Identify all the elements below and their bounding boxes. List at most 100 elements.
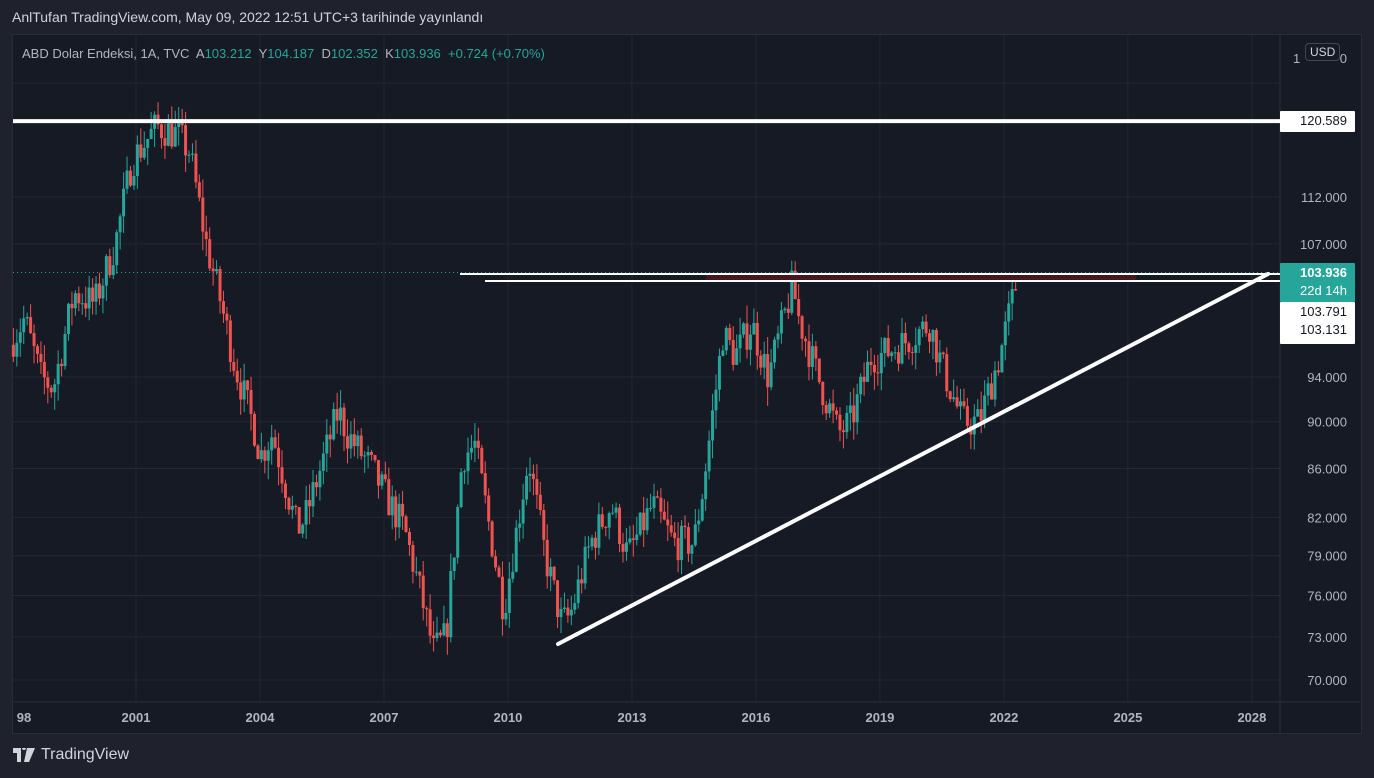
- candle-down: [910, 351, 914, 353]
- candle-down: [872, 364, 876, 373]
- candle-down: [428, 609, 432, 636]
- low-label: D: [321, 46, 331, 61]
- candle-up: [521, 499, 525, 524]
- candle-up: [790, 270, 794, 313]
- change-value: +0.724 (+0.70%): [448, 46, 545, 61]
- candle-up: [414, 571, 418, 573]
- candle-down: [373, 454, 377, 461]
- candle-down: [352, 434, 356, 447]
- candle-down: [545, 539, 549, 577]
- candle-up: [132, 176, 136, 186]
- candle-up: [442, 623, 446, 636]
- candle-down: [249, 390, 253, 414]
- candle-up: [914, 345, 918, 353]
- candle-down: [411, 545, 415, 572]
- candle-down: [793, 270, 797, 300]
- candle-up: [142, 147, 146, 158]
- candle-up: [866, 361, 870, 382]
- candle-up: [717, 355, 721, 390]
- candle-down: [683, 525, 687, 528]
- candle-up: [1003, 321, 1007, 346]
- candle-down: [170, 123, 174, 147]
- candle-up: [986, 383, 990, 396]
- candle-up: [952, 397, 956, 400]
- x-tick-label: 2010: [493, 710, 522, 725]
- candle-down: [418, 571, 422, 576]
- candle-down: [831, 403, 835, 411]
- candle-up: [714, 389, 718, 411]
- candle-down: [404, 516, 408, 532]
- candle-up: [707, 440, 711, 472]
- candle-up: [321, 453, 325, 471]
- candle-down: [824, 405, 828, 414]
- candle-down: [235, 370, 239, 383]
- candle-down: [283, 483, 287, 498]
- tradingview-logo[interactable]: TradingView: [13, 746, 129, 764]
- candle-down: [277, 447, 281, 468]
- candle-up: [938, 352, 942, 363]
- low-value: 102.352: [330, 46, 378, 61]
- candle-down: [263, 450, 267, 461]
- candle-down: [642, 512, 646, 531]
- candle-up: [845, 412, 849, 433]
- candle-up: [507, 578, 511, 613]
- y-tick-label-partial: 0: [1340, 51, 1347, 66]
- candle-down: [77, 293, 81, 304]
- currency-button[interactable]: USD: [1305, 43, 1341, 61]
- resistance-price-label-bg: [1280, 111, 1355, 132]
- candle-down: [990, 383, 994, 400]
- candle-down: [394, 496, 398, 528]
- candle-up: [573, 603, 577, 610]
- candle-down: [1014, 289, 1018, 291]
- candle-up: [587, 546, 591, 548]
- candle-down: [618, 507, 622, 545]
- x-tick-label: 2007: [370, 710, 399, 725]
- candle-up: [66, 303, 70, 334]
- candle-up: [959, 401, 963, 407]
- candle-up: [166, 123, 170, 146]
- x-tick-label: 2025: [1113, 710, 1142, 725]
- symbol-name[interactable]: ABD Dolar Endeksi, 1A, TVC: [22, 46, 190, 61]
- candle-down: [197, 182, 201, 198]
- candle-down: [666, 519, 670, 526]
- candle-up: [562, 607, 566, 609]
- candle-down: [297, 507, 301, 534]
- candle-up: [783, 308, 787, 311]
- candle-up: [242, 380, 246, 400]
- candle-up: [104, 256, 108, 286]
- candle-up: [511, 571, 515, 579]
- candle-up: [993, 370, 997, 400]
- candle-up: [724, 327, 728, 351]
- candle-down: [159, 124, 163, 139]
- x-tick-label: 2028: [1237, 710, 1266, 725]
- candle-down: [383, 474, 387, 480]
- candle-down: [128, 170, 132, 186]
- candle-up: [855, 394, 859, 423]
- candle-down: [869, 361, 873, 365]
- candle-down: [497, 567, 501, 577]
- candle-down: [280, 467, 284, 484]
- candle-down: [201, 197, 205, 232]
- candle-down: [225, 313, 229, 321]
- candle-down: [876, 372, 880, 374]
- y-tick-label-partial: 1: [1293, 51, 1300, 66]
- candle-up: [449, 571, 453, 638]
- x-tick-label: 2016: [741, 710, 770, 725]
- candle-down: [655, 496, 659, 498]
- candle-down: [376, 460, 380, 486]
- candle-down: [70, 303, 74, 309]
- candle-down: [294, 505, 298, 508]
- candle-down: [907, 343, 911, 352]
- candle-down: [731, 340, 735, 365]
- candle-down: [42, 361, 46, 378]
- candle-down: [211, 268, 215, 272]
- candle-down: [32, 333, 36, 347]
- candle-down: [535, 479, 539, 495]
- candle-down: [345, 436, 349, 449]
- open-label: A: [195, 46, 205, 61]
- candle-down: [35, 346, 39, 354]
- candle-down: [184, 125, 188, 156]
- candle-down: [800, 316, 804, 339]
- candle-down: [662, 511, 666, 520]
